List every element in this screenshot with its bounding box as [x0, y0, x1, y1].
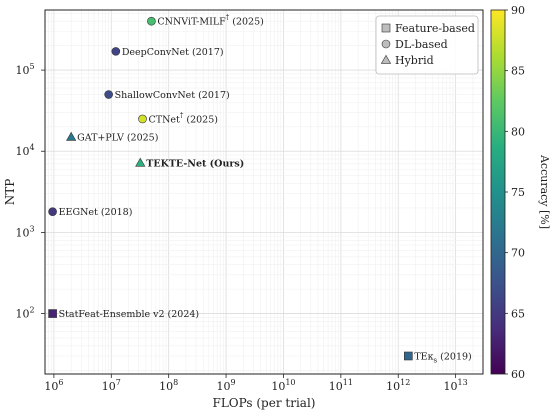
data-point-triangle — [135, 157, 146, 167]
data-point-circle — [147, 16, 156, 26]
data-point-circle — [138, 114, 147, 124]
colorbar-tick-label: 70 — [511, 247, 525, 260]
y-axis-title: NTP — [3, 179, 17, 206]
colorbar-gradient — [490, 9, 506, 375]
data-point-square — [404, 351, 413, 361]
x-tick-label: 107 — [102, 378, 121, 393]
legend-label: Feature-based — [395, 22, 475, 35]
y-axis-ticks: 102 103 104 105 — [15, 62, 45, 321]
legend-marker-circle — [381, 39, 391, 49]
point-label: ShallowConvNet (2017) — [115, 90, 230, 101]
x-axis-ticks: 106 107 108 109 1010 1011 1012 1013 — [44, 374, 468, 393]
y-tick-label: 105 — [15, 62, 34, 77]
legend-marker-triangle — [380, 54, 392, 64]
colorbar-tick-label: 60 — [511, 368, 525, 381]
colorbar-tick-label: 75 — [511, 186, 525, 199]
colorbar-tick-label: 65 — [511, 307, 525, 320]
x-tick-label: 106 — [44, 378, 63, 393]
x-tick-label: 109 — [217, 378, 236, 393]
x-tick-label: 1010 — [271, 378, 295, 393]
legend-marker-square — [381, 23, 391, 33]
point-label: DeepConvNet (2017) — [122, 47, 224, 58]
data-point-square — [48, 309, 57, 318]
y-tick-label: 104 — [15, 143, 34, 158]
legend: Feature-based DL-based Hybrid — [375, 15, 479, 75]
point-label: EEGNet (2018) — [59, 207, 133, 218]
point-label: CTNet† (2025) — [149, 111, 218, 125]
data-point-triangle — [66, 131, 77, 141]
plot-frame — [44, 9, 484, 375]
legend-label: DL-based — [395, 38, 448, 51]
legend-box — [375, 15, 479, 75]
x-tick-label: 1013 — [444, 378, 468, 393]
x-tick-label: 1012 — [386, 378, 410, 393]
point-label: StatFeat-Ensemble v2 (2024) — [59, 309, 200, 320]
data-point-circle — [48, 207, 57, 216]
point-label: TEκs (2019) — [414, 351, 471, 364]
y-tick-label: 102 — [15, 306, 34, 321]
x-axis-title: FLOPs (per trial) — [213, 396, 316, 410]
legend-label: Hybrid — [395, 54, 434, 67]
point-label: TEKTE-Net (Ours) — [146, 158, 244, 169]
colorbar-title: Accuracy [%] — [538, 154, 550, 229]
y-tick-label: 103 — [15, 224, 34, 239]
x-tick-label: 1011 — [329, 378, 353, 393]
data-points: CNNViT-MILF† (2025) DeepConvNet (2017) Sha… — [48, 14, 472, 364]
colorbar: 60 65 70 75 80 85 90 — [490, 4, 525, 381]
point-label: CNNViT-MILF† (2025) — [157, 14, 263, 28]
data-point-circle — [111, 47, 121, 56]
colorbar-tick-label: 80 — [511, 125, 525, 138]
colorbar-tick-label: 90 — [511, 4, 525, 17]
data-point-circle — [104, 90, 113, 99]
colorbar-tick-label: 85 — [511, 65, 525, 78]
x-tick-label: 108 — [159, 378, 178, 393]
point-label: GAT+PLV (2025) — [77, 132, 158, 143]
